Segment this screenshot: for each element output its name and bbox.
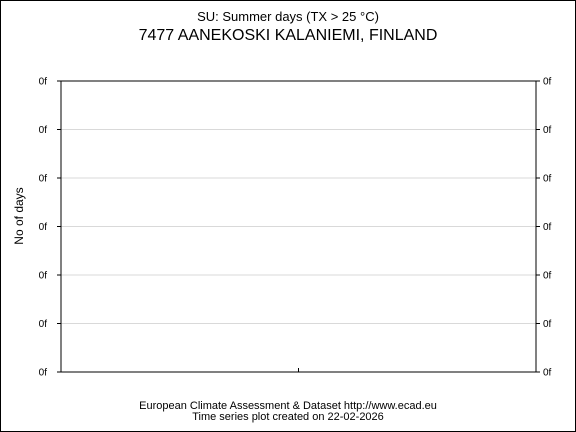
y-tick-label-right: 0f bbox=[543, 319, 552, 330]
footer-credit: European Climate Assessment & Dataset ht… bbox=[139, 400, 437, 412]
footer-created-date: Time series plot created on 22-02-2026 bbox=[192, 411, 384, 423]
y-tick-label-right: 0f bbox=[543, 222, 552, 233]
tick-labels: 0f 0f 0f 0f 0f 0f 0f 0f 0f 0f 0f 0f 0f 0f bbox=[39, 77, 552, 379]
chart-subtitle: 7477 AANEKOSKI KALANIEMI, FINLAND bbox=[138, 27, 438, 44]
y-tick-label-left: 0f bbox=[39, 271, 48, 282]
y-tick-label-right: 0f bbox=[543, 77, 552, 88]
y-tick-label-left: 0f bbox=[39, 222, 48, 233]
grid-lines bbox=[61, 129, 536, 324]
y-tick-label-right: 0f bbox=[543, 368, 552, 379]
y-tick-label-left: 0f bbox=[39, 319, 48, 330]
y-tick-label-left: 0f bbox=[39, 174, 48, 185]
y-tick-label-left: 0f bbox=[39, 77, 48, 88]
y-tick-label-right: 0f bbox=[543, 174, 552, 185]
y-tick-label-left: 0f bbox=[39, 125, 48, 136]
chart-title: SU: Summer days (TX > 25 °C) bbox=[197, 9, 379, 24]
axis-ticks bbox=[57, 80, 540, 373]
y-tick-label-left: 0f bbox=[39, 368, 48, 379]
y-tick-label-right: 0f bbox=[543, 271, 552, 282]
y-tick-label-right: 0f bbox=[543, 125, 552, 136]
